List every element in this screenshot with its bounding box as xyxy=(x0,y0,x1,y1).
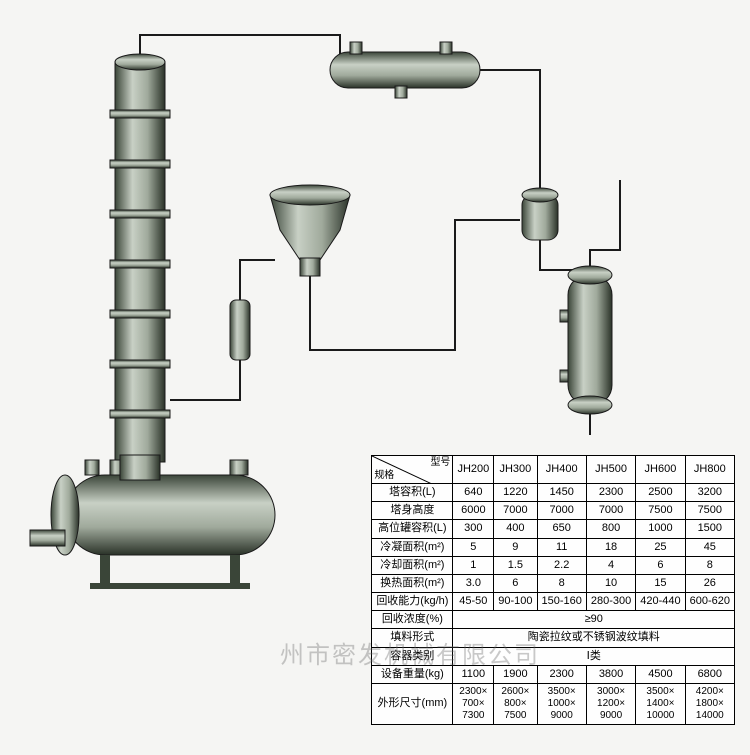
sight-gauge xyxy=(230,300,250,360)
cell-merged: Ⅰ类 xyxy=(453,647,735,665)
cell: 1220 xyxy=(494,483,537,501)
corner-row-label: 规格 xyxy=(374,470,394,482)
row-label: 冷却面积(m²) xyxy=(372,556,453,574)
row-label: 换热面积(m²) xyxy=(372,574,453,592)
table-row: 容器类别Ⅰ类 xyxy=(372,647,735,665)
row-label: 回收浓度(%) xyxy=(372,611,453,629)
cell: 3500×1400×10000 xyxy=(636,684,685,725)
cell: 7000 xyxy=(586,502,635,520)
table-row: 塔身高度600070007000700075007500 xyxy=(372,502,735,520)
cell: 400 xyxy=(494,520,537,538)
specification-table: 规格 型号 JH200 JH300 JH400 JH500 JH600 JH80… xyxy=(371,455,735,725)
cell: 1100 xyxy=(453,665,494,683)
cell: 600-620 xyxy=(685,593,734,611)
cell: 3200 xyxy=(685,483,734,501)
row-label: 回收能力(kg/h) xyxy=(372,593,453,611)
separator-vessel xyxy=(522,188,558,240)
cell: 3500×1000×9000 xyxy=(537,684,586,725)
cell: 2300 xyxy=(537,665,586,683)
cell: 300 xyxy=(453,520,494,538)
cell: 3000×1200×9000 xyxy=(586,684,635,725)
cell: 15 xyxy=(636,574,685,592)
table-row: 换热面积(m²)3.068101526 xyxy=(372,574,735,592)
table-row: 填料形式陶瓷拉纹或不锈钢波纹填料 xyxy=(372,629,735,647)
row-label: 塔身高度 xyxy=(372,502,453,520)
cell: 4 xyxy=(586,556,635,574)
cell: 150-160 xyxy=(537,593,586,611)
cell: 26 xyxy=(685,574,734,592)
table-corner-cell: 规格 型号 xyxy=(372,455,453,483)
cell: 8 xyxy=(537,574,586,592)
model-header: JH500 xyxy=(586,455,635,483)
cell: 6 xyxy=(636,556,685,574)
cell: 2300×700×7300 xyxy=(453,684,494,725)
vertical-cooler xyxy=(560,266,612,414)
cell: 3800 xyxy=(586,665,635,683)
cell: 7500 xyxy=(685,502,734,520)
cell: 6800 xyxy=(685,665,734,683)
row-label: 冷凝面积(m²) xyxy=(372,538,453,556)
cell: 7500 xyxy=(636,502,685,520)
model-header: JH200 xyxy=(453,455,494,483)
condenser-horizontal xyxy=(330,42,480,98)
model-header: JH300 xyxy=(494,455,537,483)
corner-col-label: 型号 xyxy=(430,457,450,469)
cell: 7000 xyxy=(537,502,586,520)
cell: 4500 xyxy=(636,665,685,683)
cell: 45-50 xyxy=(453,593,494,611)
cell: 45 xyxy=(685,538,734,556)
cell-merged: ≥90 xyxy=(453,611,735,629)
cell: 6 xyxy=(494,574,537,592)
model-header: JH600 xyxy=(636,455,685,483)
table-row: 回收能力(kg/h)45-5090-100150-160280-300420-4… xyxy=(372,593,735,611)
row-label: 填料形式 xyxy=(372,629,453,647)
cell: 420-440 xyxy=(636,593,685,611)
table-row: 冷凝面积(m²)5911182545 xyxy=(372,538,735,556)
cell: 2300 xyxy=(586,483,635,501)
table-row: 设备重量(kg)110019002300380045006800 xyxy=(372,665,735,683)
table-row: 外形尺寸(mm)2300×700×73002600×800×75003500×1… xyxy=(372,684,735,725)
cell: 1500 xyxy=(685,520,734,538)
cell: 650 xyxy=(537,520,586,538)
table-row: 冷却面积(m²)11.52.2468 xyxy=(372,556,735,574)
cell: 640 xyxy=(453,483,494,501)
row-label: 容器类别 xyxy=(372,647,453,665)
cell: 1.5 xyxy=(494,556,537,574)
table-row: 回收浓度(%)≥90 xyxy=(372,611,735,629)
cell: 18 xyxy=(586,538,635,556)
cell: 1450 xyxy=(537,483,586,501)
cell: 10 xyxy=(586,574,635,592)
cell: 2600×800×7500 xyxy=(494,684,537,725)
row-label: 塔容积(L) xyxy=(372,483,453,501)
cell: 800 xyxy=(586,520,635,538)
cell: 1900 xyxy=(494,665,537,683)
row-label: 设备重量(kg) xyxy=(372,665,453,683)
cell: 4200×1800×14000 xyxy=(685,684,734,725)
model-header: JH800 xyxy=(685,455,734,483)
high-position-tank xyxy=(270,185,350,276)
cell: 6000 xyxy=(453,502,494,520)
cell: 3.0 xyxy=(453,574,494,592)
distillation-column xyxy=(110,54,170,462)
row-label: 外形尺寸(mm) xyxy=(372,684,453,725)
cell: 2.2 xyxy=(537,556,586,574)
cell: 9 xyxy=(494,538,537,556)
cell: 11 xyxy=(537,538,586,556)
model-header: JH400 xyxy=(537,455,586,483)
table-row: 塔容积(L)64012201450230025003200 xyxy=(372,483,735,501)
cell: 25 xyxy=(636,538,685,556)
cell: 5 xyxy=(453,538,494,556)
cell: 1 xyxy=(453,556,494,574)
cell-merged: 陶瓷拉纹或不锈钢波纹填料 xyxy=(453,629,735,647)
cell: 90-100 xyxy=(494,593,537,611)
cell: 7000 xyxy=(494,502,537,520)
table-row: 高位罐容积(L)30040065080010001500 xyxy=(372,520,735,538)
row-label: 高位罐容积(L) xyxy=(372,520,453,538)
cell: 1000 xyxy=(636,520,685,538)
cell: 280-300 xyxy=(586,593,635,611)
cell: 8 xyxy=(685,556,734,574)
cell: 2500 xyxy=(636,483,685,501)
